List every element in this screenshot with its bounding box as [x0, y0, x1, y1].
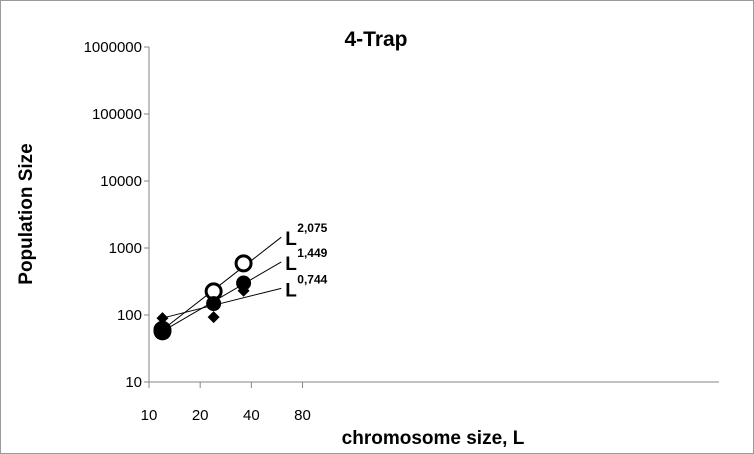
fit-line — [162, 261, 282, 332]
filled-circle-point — [153, 322, 172, 341]
y-tick-label: 100000 — [92, 106, 142, 123]
x-tick-label: 20 — [192, 407, 209, 424]
diamond-point — [207, 311, 220, 324]
y-axis-title: Population Size — [16, 143, 37, 284]
y-tick-label: 1000000 — [84, 39, 142, 56]
data-markers — [153, 254, 253, 341]
axes: 10 100 1000 10000 100000 1000000 10 20 40 80 — [84, 39, 719, 424]
x-axis-title: chromosome size, L — [342, 428, 525, 449]
y-tick-label: 100 — [117, 307, 142, 324]
y-tick-label: 10 — [125, 374, 142, 391]
fit-lines — [162, 236, 282, 332]
fit-label-exponent: 1,449 — [297, 246, 327, 260]
fit-label-base: L — [285, 254, 297, 275]
fit-line — [162, 236, 282, 331]
fit-label-exponent: 0,744 — [297, 272, 327, 286]
y-tick-label: 1000 — [109, 240, 142, 257]
fit-line — [162, 287, 282, 319]
chart-title: 4-Trap — [344, 28, 407, 51]
fit-label-base: L — [285, 280, 297, 301]
filled-circle-point — [206, 296, 222, 312]
y-tick-label: 10000 — [100, 173, 142, 190]
open-circle-point — [234, 254, 253, 273]
x-tick-label: 80 — [294, 407, 311, 424]
fit-label-exponent: 2,075 — [297, 221, 327, 235]
filled-circle-point — [236, 275, 252, 291]
x-tick-label: 10 — [141, 407, 158, 424]
fit-label-base: L — [285, 229, 297, 250]
diamond-point — [156, 312, 169, 325]
diamond-point — [237, 284, 250, 297]
x-tick-label: 40 — [243, 407, 260, 424]
